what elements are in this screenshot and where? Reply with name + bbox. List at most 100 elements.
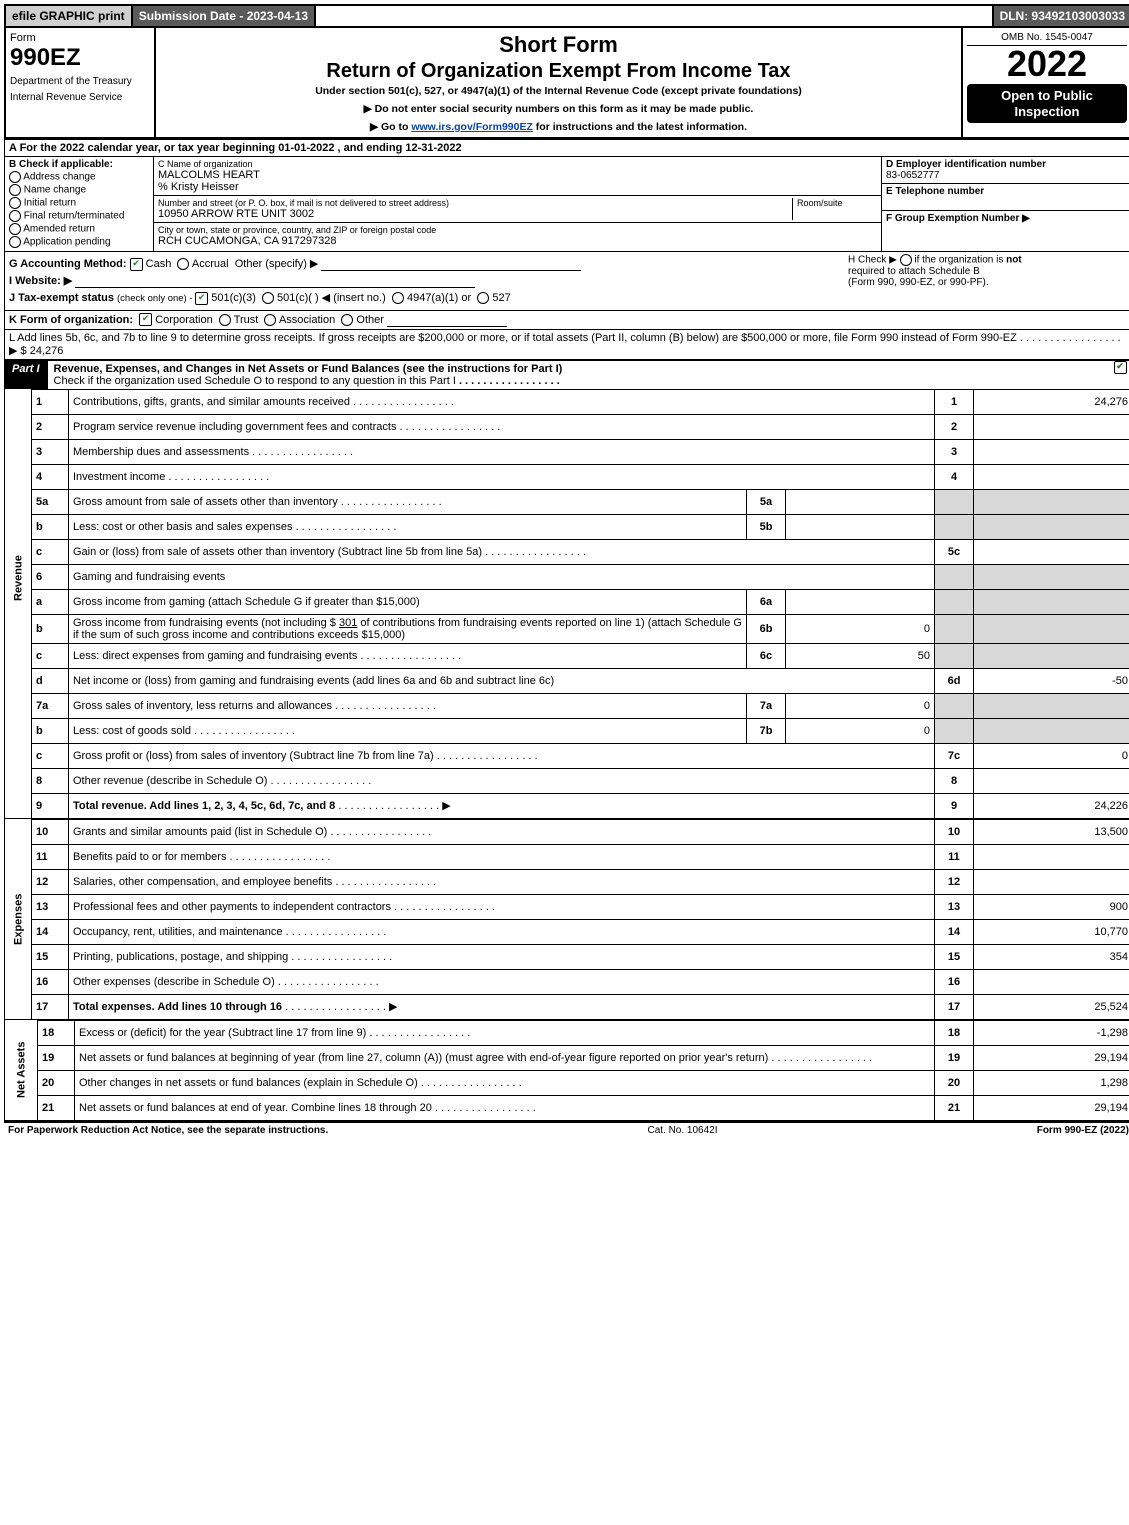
line-desc: Occupancy, rent, utilities, and maintena… — [69, 919, 935, 944]
line-num: c — [32, 643, 69, 668]
other-specify-field[interactable] — [321, 257, 581, 271]
chk-cash[interactable] — [130, 258, 143, 271]
l6b-amt: 301 — [339, 617, 357, 629]
shaded-cell — [974, 718, 1129, 743]
shaded-cell — [974, 614, 1129, 643]
table-row: 19 Net assets or fund balances at beginn… — [5, 1045, 1129, 1070]
other-org-field[interactable] — [387, 313, 507, 327]
table-row: 2 Program service revenue including gove… — [5, 414, 1129, 439]
line-right-num: 21 — [935, 1095, 974, 1120]
chk-name-change[interactable]: Name change — [9, 184, 149, 196]
shaded-cell — [935, 643, 974, 668]
shaded-cell — [974, 489, 1129, 514]
table-row: Expenses 10 Grants and similar amounts p… — [5, 819, 1129, 844]
line-desc: Gaming and fundraising events — [69, 564, 935, 589]
mini-value — [786, 514, 935, 539]
part1-header: Part I Revenue, Expenses, and Changes in… — [4, 360, 1129, 389]
line-amount — [974, 844, 1129, 869]
chk-initial-return-label: Initial return — [24, 198, 76, 209]
chk-final-return[interactable]: Final return/terminated — [9, 210, 149, 222]
ein-value: 83-0652777 — [886, 170, 939, 181]
chk-app-pending[interactable]: Application pending — [9, 236, 149, 248]
line-right-num: 14 — [935, 919, 974, 944]
chk-schedule-o[interactable] — [1114, 361, 1127, 374]
irs-label: Internal Revenue Service — [10, 92, 150, 104]
revenue-side-label: Revenue — [5, 389, 32, 768]
corp-label: Corporation — [155, 314, 212, 326]
line-desc: Gross income from fundraising events (no… — [69, 614, 747, 643]
accrual-label: Accrual — [192, 258, 229, 270]
tax-status-hint: (check only one) - — [117, 293, 195, 304]
radio-527[interactable] — [477, 292, 489, 304]
section-def: D Employer identification number 83-0652… — [882, 157, 1129, 251]
table-row: 9 Total revenue. Add lines 1, 2, 3, 4, 5… — [5, 793, 1129, 818]
line-desc: Gross sales of inventory, less returns a… — [69, 693, 747, 718]
line-right-num: 4 — [935, 464, 974, 489]
line-num: d — [32, 668, 69, 693]
line-num: 4 — [32, 464, 69, 489]
net-assets-table: Net Assets 18 Excess or (deficit) for th… — [4, 1020, 1129, 1121]
mini-value — [786, 489, 935, 514]
group-exemption-label: F Group Exemption Number ▶ — [886, 213, 1030, 224]
line-amount: 0 — [974, 743, 1129, 768]
city-value: RCH CUCAMONGA, CA 917297328 — [158, 235, 877, 247]
table-row: c Less: direct expenses from gaming and … — [5, 643, 1129, 668]
section-c-address: C Name of organization MALCOLMS HEART % … — [154, 157, 882, 251]
dln-label: DLN: 93492103003033 — [992, 6, 1129, 26]
section-l-amount: 24,276 — [30, 345, 64, 357]
line-right-num: 10 — [935, 819, 974, 844]
chk-address-change[interactable]: Address change — [9, 171, 149, 183]
line-right-num: 7c — [935, 743, 974, 768]
line-num: 8 — [32, 768, 69, 793]
line-amount: 10,770 — [974, 919, 1129, 944]
line-amount: -1,298 — [974, 1020, 1129, 1045]
mini-value: 0 — [786, 614, 935, 643]
radio-accrual[interactable] — [177, 258, 189, 270]
chk-amended-return[interactable]: Amended return — [9, 223, 149, 235]
mini-label: 6a — [747, 589, 786, 614]
line-num: 9 — [32, 793, 69, 818]
tax-year: 2022 — [967, 46, 1127, 82]
line-desc: Less: direct expenses from gaming and fu… — [69, 643, 747, 668]
website-field[interactable] — [75, 274, 475, 288]
footer-form-year: (2022) — [1097, 1125, 1129, 1136]
table-row: c Gross profit or (loss) from sales of i… — [5, 743, 1129, 768]
line-desc: Total revenue. Add lines 1, 2, 3, 4, 5c,… — [69, 793, 935, 818]
radio-trust[interactable] — [219, 314, 231, 326]
chk-corporation[interactable] — [139, 313, 152, 326]
line-amount: 1,298 — [974, 1070, 1129, 1095]
part1-title: Revenue, Expenses, and Changes in Net As… — [48, 361, 1107, 389]
table-row: 7a Gross sales of inventory, less return… — [5, 693, 1129, 718]
section-b-label: B Check if applicable: — [9, 159, 113, 170]
line-right-num: 9 — [935, 793, 974, 818]
radio-other-org[interactable] — [341, 314, 353, 326]
line-right-num: 6d — [935, 668, 974, 693]
shaded-cell — [974, 693, 1129, 718]
line-amount — [974, 539, 1129, 564]
org-name-value: MALCOLMS HEART — [158, 169, 877, 181]
line-desc: Gross amount from sale of assets other t… — [69, 489, 747, 514]
table-row: d Net income or (loss) from gaming and f… — [5, 668, 1129, 693]
line-desc: Other changes in net assets or fund bala… — [75, 1070, 935, 1095]
shaded-cell — [935, 614, 974, 643]
chk-no-sched-b[interactable] — [900, 254, 912, 266]
line-desc: Total expenses. Add lines 10 through 16 … — [69, 994, 935, 1019]
instructions-link[interactable]: www.irs.gov/Form990EZ — [411, 121, 533, 133]
trust-label: Trust — [234, 314, 259, 326]
chk-501c3[interactable] — [195, 292, 208, 305]
line-right-num: 12 — [935, 869, 974, 894]
line-right-num: 11 — [935, 844, 974, 869]
radio-association[interactable] — [264, 314, 276, 326]
tax-status-label: J Tax-exempt status — [9, 292, 117, 304]
form-title-block: Short Form Return of Organization Exempt… — [156, 28, 961, 137]
mini-label: 6c — [747, 643, 786, 668]
radio-501c[interactable] — [262, 292, 274, 304]
sections-ghijkl: G Accounting Method: Cash Accrual Other … — [4, 252, 1129, 311]
line-desc: Other revenue (describe in Schedule O) — [69, 768, 935, 793]
radio-4947[interactable] — [392, 292, 404, 304]
line-desc: Gain or (loss) from sale of assets other… — [69, 539, 935, 564]
line-amount — [974, 439, 1129, 464]
dept-treasury: Department of the Treasury — [10, 76, 150, 88]
chk-initial-return[interactable]: Initial return — [9, 197, 149, 209]
line-num: 7a — [32, 693, 69, 718]
